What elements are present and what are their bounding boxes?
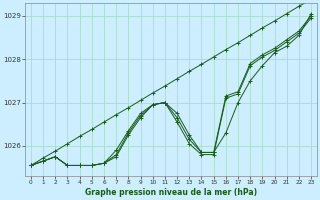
X-axis label: Graphe pression niveau de la mer (hPa): Graphe pression niveau de la mer (hPa) bbox=[85, 188, 257, 197]
